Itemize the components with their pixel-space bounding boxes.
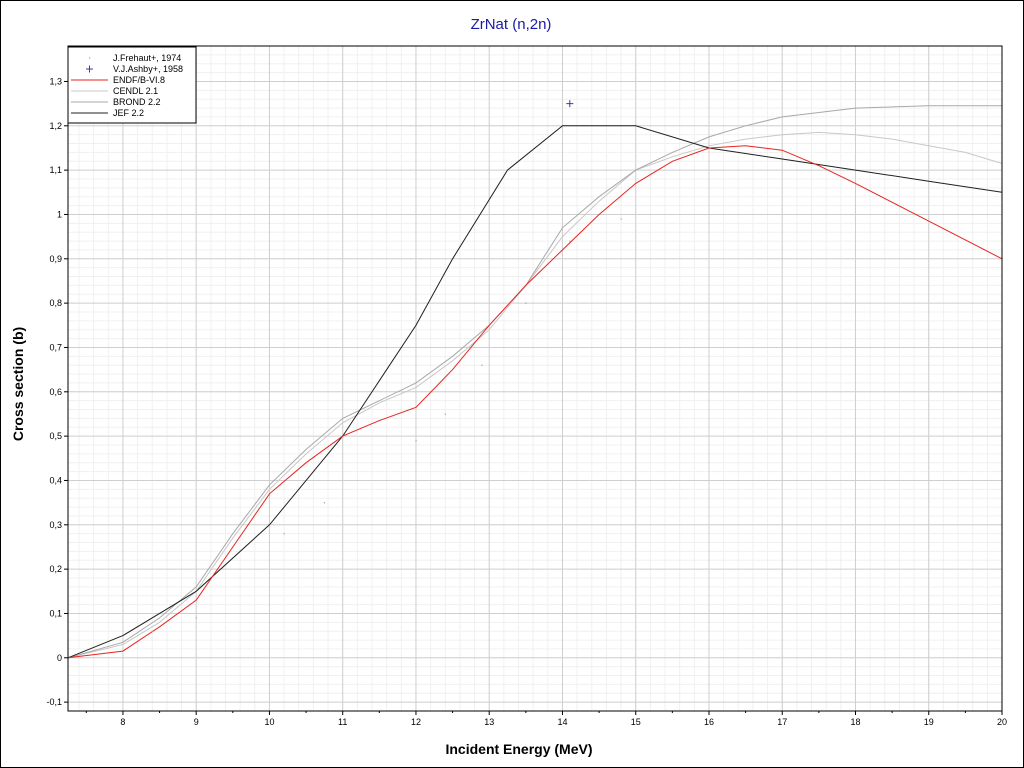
x-tick-label: 8 [120, 717, 125, 727]
chart-title: ZrNat (n,2n) [471, 16, 552, 33]
y-tick-label: -0,1 [46, 697, 62, 707]
y-tick-label: 0,1 [49, 608, 62, 618]
y-tick-label: 0 [57, 653, 62, 663]
y-tick-label: 1,1 [49, 165, 62, 175]
y-tick-label: 0,7 [49, 342, 62, 352]
y-tick-label: 1,2 [49, 121, 62, 131]
grid [68, 46, 1003, 712]
x-tick-label: 15 [631, 717, 641, 727]
legend-box [67, 46, 197, 124]
x-tick-label: 9 [194, 717, 199, 727]
legend-swatch-j-frehaut-1974 [89, 57, 91, 59]
y-tick-label: 0,2 [49, 564, 62, 574]
data-point-j-frehaut-1974 [444, 413, 446, 415]
legend-swatch-v-j-ashby-1958 [86, 65, 93, 73]
legend-label-endf-b-vi-8: ENDF/B-VI.8 [113, 75, 165, 85]
x-tick-label: 17 [777, 717, 787, 727]
x-tick-label: 13 [484, 717, 494, 727]
series-line-cendl-2-1 [67, 131, 1003, 659]
y-tick-label: 1 [57, 209, 62, 219]
y-tick-label: 1,3 [49, 76, 62, 86]
x-tick-label: 19 [924, 717, 934, 727]
x-tick-label: 12 [411, 717, 421, 727]
x-tick-label: 18 [850, 717, 860, 727]
data-point-j-frehaut-1974 [151, 630, 153, 632]
data-point-j-frehaut-1974 [525, 302, 527, 304]
legend-label-jef-2-2: JEF 2.2 [113, 108, 144, 118]
y-tick-label: 0,8 [49, 298, 62, 308]
series-line-endf-b-vi-8 [67, 145, 1003, 659]
x-tick-label: 14 [557, 717, 567, 727]
x-tick-label: 10 [264, 717, 274, 727]
y-axis-label: Cross section (b) [10, 327, 26, 441]
series-line-brond-2-2 [67, 105, 1002, 659]
data-point-j-frehaut-1974 [195, 617, 197, 619]
data-point-v-j-ashby-1958 [566, 100, 574, 108]
series-layer [67, 100, 1003, 659]
axis-ticks: -0,1 0 0,1 0,2 0,3 0,4 0,5 0,6 0,7 0,8 0,9 1 1,1 1,2 1… [46, 76, 1007, 727]
data-point-j-frehaut-1974 [620, 218, 622, 220]
y-tick-label: 0,3 [49, 520, 62, 530]
data-point-j-frehaut-1974 [481, 364, 483, 366]
data-point-j-frehaut-1974 [415, 440, 417, 442]
y-tick-label: 0,9 [49, 254, 62, 264]
x-tick-label: 16 [704, 717, 714, 727]
y-tick-label: 0,4 [49, 475, 62, 485]
x-tick-label: 20 [997, 717, 1007, 727]
data-point-j-frehaut-1974 [569, 240, 571, 242]
x-tick-label: 11 [338, 717, 347, 727]
legend-label-cendl-2-1: CENDL 2.1 [113, 86, 158, 96]
y-tick-label: 0,6 [49, 387, 62, 397]
y-tick-label: 0,5 [49, 431, 62, 441]
legend-label-brond-2-2: BROND 2.2 [113, 97, 161, 107]
legend-label-j-frehaut-1974: J.Frehaut+, 1974 [113, 53, 181, 63]
series-line-jef-2-2 [67, 125, 1003, 659]
data-point-j-frehaut-1974 [323, 502, 326, 504]
data-point-j-frehaut-1974 [283, 533, 285, 535]
plot-area [67, 45, 1003, 712]
x-axis-label: Incident Energy (MeV) [445, 741, 592, 757]
legend-label-v-j-ashby-1958: V.J.Ashby+, 1958 [113, 64, 183, 74]
